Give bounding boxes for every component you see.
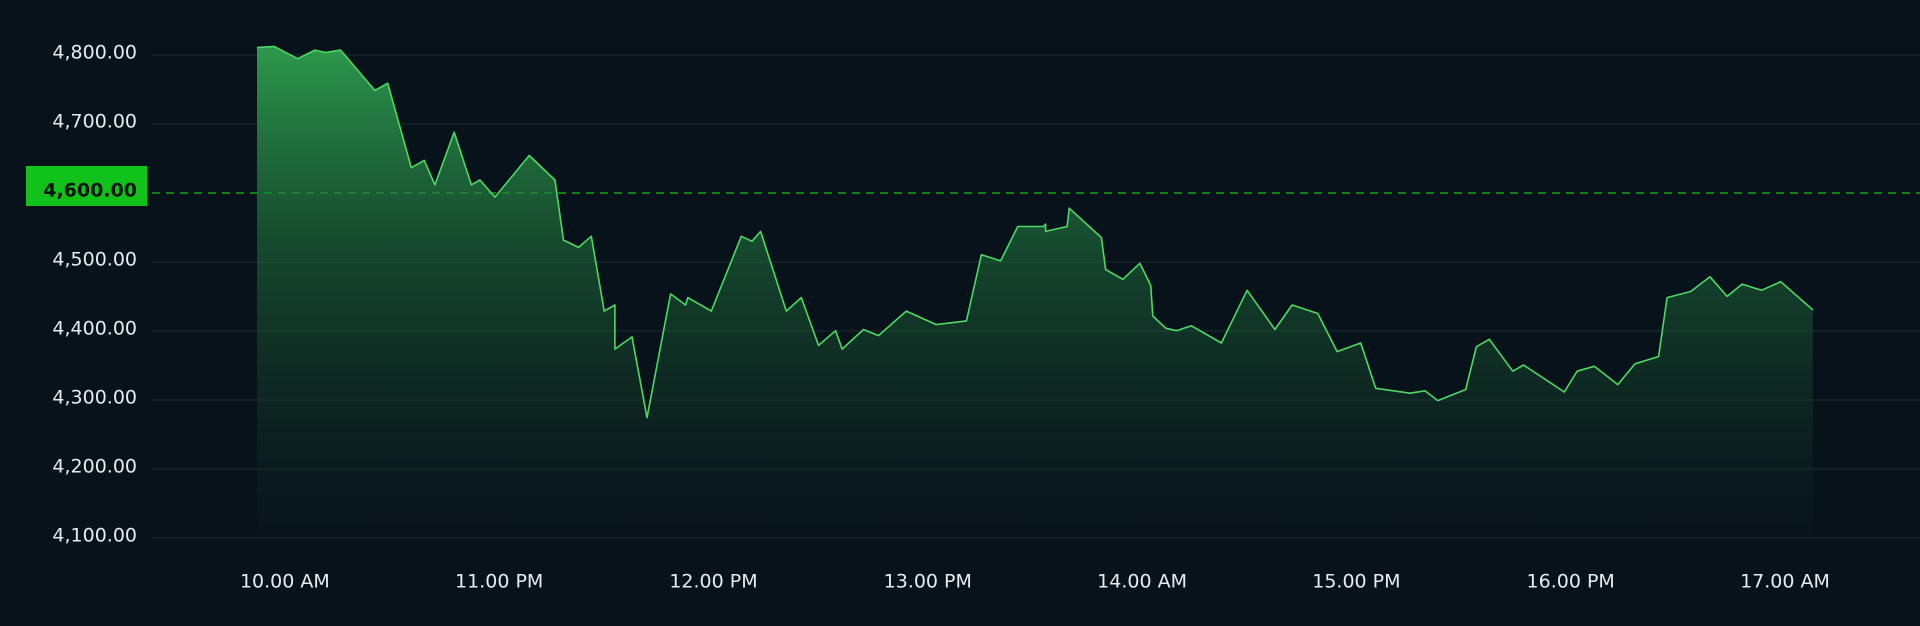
y-tick-label: 4,700.00: [52, 111, 137, 133]
price-line: [256, 45, 1814, 419]
x-tick-label: 16.00 PM: [1527, 571, 1615, 593]
x-tick-label: 15.00 PM: [1312, 571, 1400, 593]
y-tick-label: 4,300.00: [52, 387, 137, 409]
y-tick-label: 4,500.00: [52, 249, 137, 271]
y-tick-label: 4,200.00: [52, 456, 137, 478]
x-tick-label: 10.00 AM: [240, 571, 330, 593]
highlight-box: [26, 166, 147, 206]
x-tick-label: 14.00 AM: [1097, 571, 1187, 593]
y-tick-label: 4,400.00: [52, 318, 137, 340]
y-tick-label: 4,100.00: [52, 525, 137, 547]
y-tick-label: 4,800.00: [52, 42, 137, 64]
x-tick-label: 13.00 PM: [884, 571, 972, 593]
y-tick-label: 4,600.00: [43, 180, 137, 202]
x-tick-label: 17.00 AM: [1740, 571, 1830, 593]
x-tick-label: 12.00 PM: [669, 571, 757, 593]
x-tick-label: 11.00 PM: [455, 571, 543, 593]
